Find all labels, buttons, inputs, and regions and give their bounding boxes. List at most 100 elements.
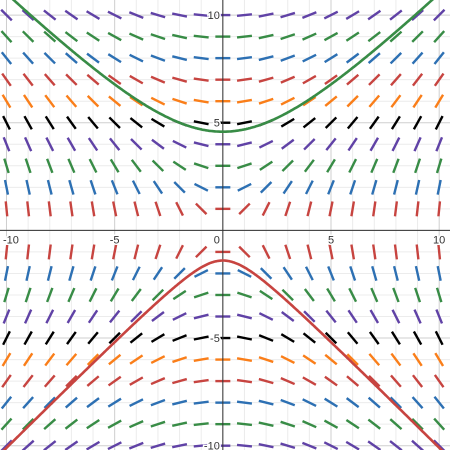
slope-segment <box>414 179 421 195</box>
slope-segment <box>280 75 296 84</box>
slope-segment <box>391 309 401 324</box>
slope-segment <box>390 374 402 388</box>
slope-segment <box>346 73 360 86</box>
slope-segment <box>129 53 144 63</box>
slope-segment <box>0 8 13 22</box>
slope-segment <box>193 335 209 341</box>
slope-segment <box>110 179 119 195</box>
slope-segment <box>349 265 357 281</box>
slope-segment <box>301 11 317 19</box>
slope-segment <box>436 265 442 282</box>
slope-segment <box>90 244 96 260</box>
slope-segment <box>306 201 313 217</box>
slope-segment <box>414 265 421 282</box>
slope-segment <box>172 160 187 171</box>
slope-segment <box>236 120 253 126</box>
slope-segment <box>346 116 359 130</box>
slope-segment <box>172 334 187 342</box>
slope-segment <box>0 51 13 65</box>
slope-segment <box>258 334 274 342</box>
slope-segment <box>193 34 209 39</box>
slope-segment <box>68 265 75 281</box>
slope-segment <box>151 159 165 172</box>
slope-segment <box>323 10 339 20</box>
slope-segment <box>435 158 443 174</box>
slope-segment <box>109 287 120 303</box>
slope-segment <box>151 311 165 322</box>
y-tick-label: 5 <box>214 118 220 130</box>
slope-segment <box>390 73 402 87</box>
slope-segment <box>171 421 188 427</box>
slope-segment <box>150 33 166 41</box>
slope-segment <box>370 158 379 174</box>
slope-segment <box>1 352 12 367</box>
slope-segment <box>193 422 209 427</box>
slope-segment <box>368 94 381 108</box>
slope-segment <box>23 136 33 152</box>
slope-segment <box>345 440 360 450</box>
slope-segment <box>45 287 54 303</box>
slope-segment <box>411 73 424 87</box>
red-solution-curve <box>2 259 444 450</box>
slope-segment <box>280 54 296 62</box>
slope-segment <box>390 115 401 130</box>
slope-segment <box>2 136 11 152</box>
slope-segment <box>282 180 293 195</box>
slope-segment <box>238 245 251 259</box>
slope-segment <box>434 330 444 346</box>
slope-segment <box>236 443 253 448</box>
slope-segment <box>282 266 293 281</box>
slope-segment <box>280 398 296 407</box>
slope-segment <box>66 309 77 324</box>
slope-segment <box>64 52 78 64</box>
slope-segment <box>66 331 77 345</box>
slope-segment <box>259 289 274 301</box>
slope-segment <box>236 34 253 39</box>
slope-segment <box>280 117 295 128</box>
slope-segment <box>280 96 295 106</box>
slope-segment <box>433 8 446 22</box>
slope-segment <box>281 159 294 172</box>
slope-segment <box>107 397 122 408</box>
slope-segment <box>107 375 122 387</box>
slope-segment <box>393 244 399 260</box>
slope-segment <box>21 418 35 431</box>
slope-segment <box>43 374 56 388</box>
slope-segment <box>150 398 166 407</box>
slope-segment <box>433 439 446 450</box>
slope-segment <box>435 309 444 324</box>
slope-segment <box>107 10 122 20</box>
slope-segment <box>108 95 122 107</box>
slope-segment <box>43 30 57 43</box>
slope-segment <box>193 77 209 82</box>
slope-segment <box>436 179 442 195</box>
slope-segment <box>345 397 360 409</box>
slope-segment <box>236 56 253 61</box>
slope-segment <box>1 94 12 109</box>
slope-segment <box>26 244 31 260</box>
slope-segment <box>107 31 122 42</box>
x-tick-label: 0 <box>214 234 220 246</box>
slope-segment <box>411 418 424 431</box>
slope-segment <box>280 377 296 386</box>
slope-segment <box>435 287 443 303</box>
slope-segment <box>345 31 360 42</box>
slope-segment <box>193 182 209 192</box>
slope-segment <box>109 137 121 151</box>
slope-segment <box>175 244 185 260</box>
slope-segment <box>236 291 252 299</box>
slope-segment <box>389 51 403 65</box>
slope-segment <box>129 398 144 408</box>
slope-segment <box>22 51 35 65</box>
slope-segment <box>43 73 56 87</box>
slope-segment <box>87 309 99 324</box>
slope-segment <box>236 13 253 18</box>
slope-segment <box>129 332 143 344</box>
slope-segment <box>414 158 422 174</box>
slope-segment <box>47 201 52 217</box>
slope-segment <box>195 202 208 215</box>
slope-segment <box>349 179 357 195</box>
slope-segment <box>150 96 166 106</box>
slope-segment <box>173 181 186 194</box>
slope-segment <box>258 12 274 18</box>
